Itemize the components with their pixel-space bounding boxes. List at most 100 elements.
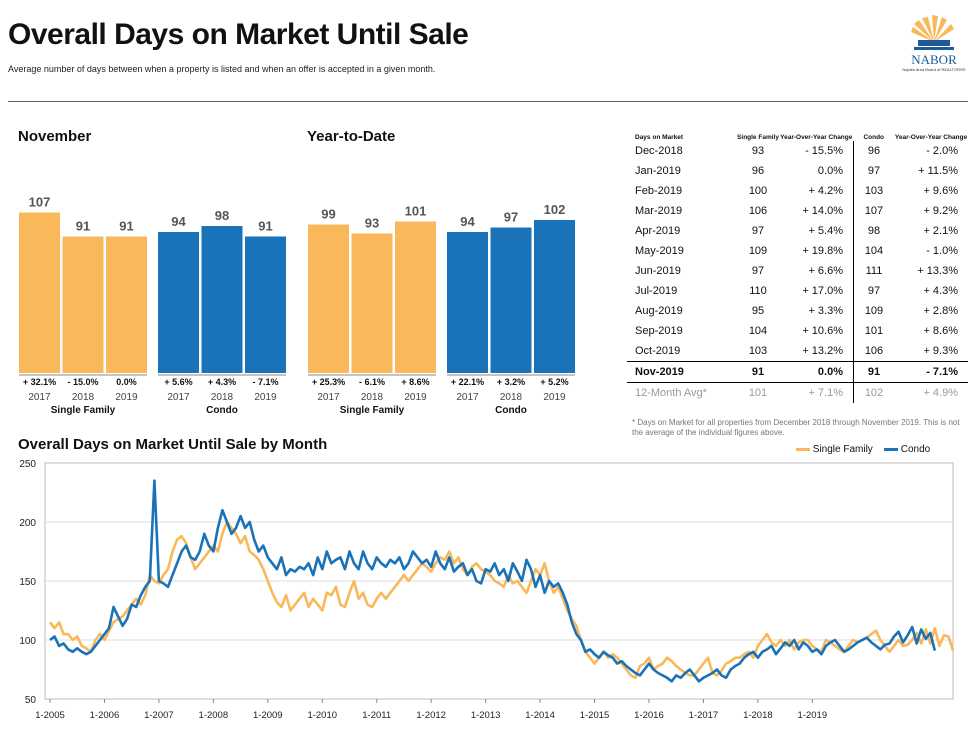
x-tick-label: 2019	[543, 392, 566, 403]
table-cell: 12-Month Avg*	[635, 387, 707, 399]
table-cell: Oct-2019	[635, 345, 681, 357]
table-cell: + 4.3%	[923, 285, 958, 297]
x-tick-label: 2018	[211, 392, 234, 403]
table-cell: 102	[853, 382, 894, 403]
table-cell: 97	[853, 281, 894, 301]
table-cell: 103	[748, 345, 768, 357]
table-cell: Jun-2019	[635, 265, 681, 277]
table-cell: + 2.8%	[923, 305, 958, 317]
bar	[351, 233, 393, 373]
bar	[490, 227, 532, 373]
bar	[245, 236, 286, 373]
table-cell: 104	[853, 241, 894, 261]
legend-label-single-family: Single Family	[812, 444, 873, 455]
table-cell: Feb-2019	[635, 185, 683, 197]
page-title: Overall Days on Market Until Sale	[8, 18, 469, 51]
x-tick-label: 2017	[28, 392, 51, 403]
table-cell: + 14.0%	[802, 205, 843, 217]
bar	[158, 232, 199, 373]
table-cell: 109	[748, 245, 768, 257]
table-cell: 110	[749, 285, 767, 297]
x-tick-label: 1-2017	[689, 710, 719, 721]
bar-change-label: + 4.3%	[208, 377, 236, 387]
table-row: Jan-2019 96 0.0% 97 + 11.5%	[627, 161, 968, 181]
x-tick-label: 1-2010	[307, 710, 337, 721]
table-cell: + 3.3%	[808, 305, 843, 317]
x-tick-label: 1-2018	[743, 710, 773, 721]
table-row: Dec-2018 93 - 15.5% 96 - 2.0%	[627, 141, 968, 161]
bar-change-label: + 5.2%	[540, 377, 568, 387]
bar-change-label: + 22.1%	[451, 377, 484, 387]
sun-logo-icon	[911, 15, 954, 50]
bar-value-label: 91	[119, 219, 133, 234]
series-line-condo	[49, 479, 937, 683]
ytd-bar-chart: 99 + 25.3% 2017 93 - 6.1% 2018 101 + 8.6% 2019 Si…	[308, 202, 575, 416]
x-tick-label: 2017	[167, 392, 190, 403]
table-row: May-2019 109 + 19.8% 104 - 1.0%	[627, 241, 968, 261]
table-cell: 101	[853, 321, 894, 341]
x-tick-label: 2018	[500, 392, 523, 403]
table-cell: + 7.1%	[808, 387, 843, 399]
table-cell: 96	[751, 165, 765, 177]
table-cell: Apr-2019	[635, 225, 681, 237]
bar	[395, 221, 436, 373]
legend-swatch-condo	[883, 447, 898, 451]
table-cell: 101	[748, 387, 768, 399]
x-tick-label: 2018	[361, 392, 384, 403]
bar-value-label: 97	[504, 210, 518, 225]
bar	[19, 212, 60, 373]
bar-value-label: 102	[544, 202, 566, 217]
table-header-row: Days on Market Single Family Year-Over-Y…	[627, 119, 968, 141]
table-cell: + 13.3%	[917, 265, 958, 277]
x-tick-label: 2017	[456, 392, 479, 403]
table-cell: Jan-2019	[635, 165, 681, 177]
x-tick-label: 1-2013	[471, 710, 501, 721]
monthly-line-chart: 50 100 150 200 250 1-2005 1-2006 1-2007 1-2008 1-…	[19, 459, 955, 721]
y-tick-label: 100	[19, 636, 36, 647]
table-cell: 106	[748, 205, 768, 217]
bar-value-label: 99	[321, 207, 335, 222]
table-header: Single Family	[737, 134, 779, 141]
x-tick-label: 2019	[404, 392, 427, 403]
table-row: Apr-2019 97 + 5.4% 98 + 2.1%	[627, 221, 968, 241]
monthly-table-container: Days on Market Single Family Year-Over-Y…	[627, 119, 968, 403]
table-cell: 96	[853, 141, 894, 161]
legend-swatch-single-family	[796, 447, 810, 451]
bar	[201, 226, 243, 373]
table-cell: + 9.3%	[923, 345, 958, 357]
table-footnote: * Days on Market for all properties from…	[632, 418, 960, 437]
table-cell: 98	[853, 221, 894, 241]
table-cell: 95	[751, 305, 765, 317]
group-label: Condo	[495, 405, 527, 416]
table-cell: 109	[853, 301, 894, 321]
table-cell: Aug-2019	[635, 305, 683, 317]
table-row: Aug-2019 95 + 3.3% 109 + 2.8%	[627, 301, 968, 321]
nabor-logo	[896, 14, 972, 76]
bar-value-label: 94	[460, 214, 475, 229]
logo-text: NABOR	[911, 52, 957, 67]
bar	[106, 236, 147, 373]
x-tick-label: 1-2012	[416, 710, 446, 721]
november-bar-chart: 107 + 32.1% 2017 91 - 15.0% 2018 91 0.0% 2019 Sin…	[19, 195, 286, 416]
y-tick-label: 200	[19, 518, 36, 529]
table-row: Nov-2019 91 0.0% 91- 7.1%	[627, 361, 968, 383]
ytd-heading: Year-to-Date	[307, 128, 396, 145]
table-cell: 97	[751, 225, 765, 237]
bar-change-label: - 7.1%	[252, 377, 278, 387]
bar-value-label: 91	[258, 219, 272, 234]
bar-value-label: 94	[171, 214, 186, 229]
x-tick-label: 1-2009	[253, 710, 283, 721]
bar-change-label: + 25.3%	[312, 377, 345, 387]
x-tick-label: 2019	[115, 392, 138, 403]
table-cell: - 7.1%	[894, 361, 968, 383]
table-cell: + 5.4%	[808, 225, 843, 237]
table-header: Days on Market	[635, 134, 684, 141]
x-tick-label: 1-2019	[798, 710, 828, 721]
x-tick-label: 1-2015	[580, 710, 610, 721]
table-cell: + 4.9%	[923, 387, 958, 399]
table-cell: + 6.6%	[808, 265, 843, 277]
table-row: Oct-2019 103 + 13.2% 106 + 9.3%	[627, 341, 968, 362]
table-cell: 0.0%	[817, 165, 843, 177]
bar-value-label: 98	[215, 208, 229, 223]
table-row: Feb-2019 100 + 4.2% 103 + 9.6%	[627, 181, 968, 201]
